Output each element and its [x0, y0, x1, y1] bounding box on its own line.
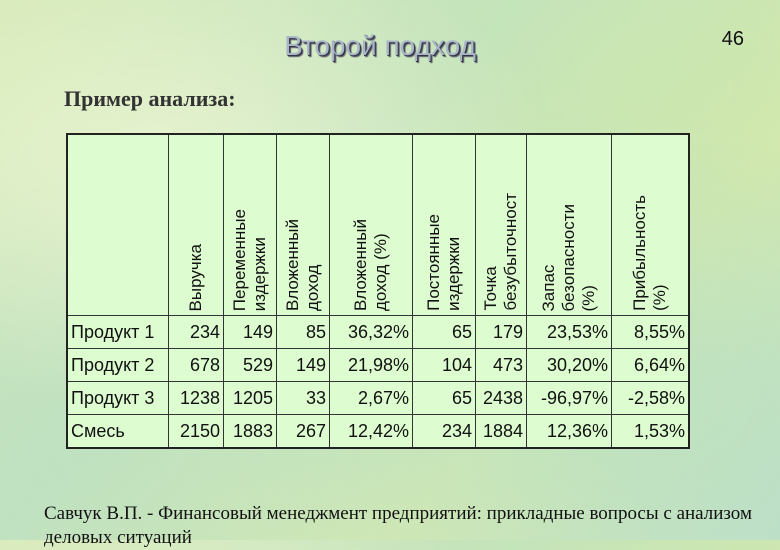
table-cell: 33	[276, 381, 330, 415]
table-cell: 1,53%	[611, 414, 690, 449]
table-cell: 678	[168, 348, 224, 382]
table-cell: 1884	[475, 414, 527, 449]
table-cell: 12,36%	[526, 414, 612, 449]
table-cell: 8,55%	[611, 315, 690, 349]
table-cell: 529	[223, 348, 277, 382]
row-label: Продукт 2	[66, 348, 169, 382]
slide-title: Второй подход	[284, 30, 476, 61]
header-profitability: Прибыльность (%)	[611, 133, 690, 316]
table-cell: 473	[475, 348, 527, 382]
header-row: Выручка Переменные издержки Вложенный до…	[66, 133, 690, 316]
table-cell: 6,64%	[611, 348, 690, 382]
table-cell: 65	[412, 315, 476, 349]
table-cell: 1883	[223, 414, 277, 449]
table-cell: 36,32%	[329, 315, 413, 349]
table-cell: 23,53%	[526, 315, 612, 349]
table-cell: 85	[276, 315, 330, 349]
table-cell: 234	[412, 414, 476, 449]
footer-citation: Савчук В.П. - Финансовый менеджмент пред…	[44, 503, 752, 548]
table-cell: 267	[276, 414, 330, 449]
table-cell: 234	[168, 315, 224, 349]
header-fixed-costs: Постоянные издержки	[412, 133, 476, 316]
table-cell: 149	[276, 348, 330, 382]
header-revenue: Выручка	[168, 133, 224, 316]
header-variable-costs: Переменные издержки	[223, 133, 277, 316]
table-cell: 2,67%	[329, 381, 413, 415]
header-cell-empty	[66, 133, 169, 316]
table-cell: 65	[412, 381, 476, 415]
page-number: 46	[721, 28, 744, 50]
header-contribution: Вложенный доход	[276, 133, 330, 316]
table-cell: -2,58%	[611, 381, 690, 415]
header-contribution-pct: Вложенный доход (%)	[329, 133, 413, 316]
table-cell: 21,98%	[329, 348, 413, 382]
header-breakeven: Точка безубыточност	[475, 133, 527, 316]
table-cell: 179	[475, 315, 527, 349]
row-label: Продукт 3	[66, 381, 169, 415]
table-cell: 30,20%	[526, 348, 612, 382]
table-row: Продукт 3 1238 1205 33 2,67% 65 2438 -96…	[66, 381, 690, 415]
table-row: Продукт 2 678 529 149 21,98% 104 473 30,…	[66, 348, 690, 382]
table-cell: 2438	[475, 381, 527, 415]
table-cell: 12,42%	[329, 414, 413, 449]
table-cell: -96,97%	[526, 381, 612, 415]
row-label: Смесь	[66, 414, 169, 449]
table-cell: 104	[412, 348, 476, 382]
table-cell: 1205	[223, 381, 277, 415]
header-safety-margin: Запас безопасности (%)	[526, 133, 612, 316]
table-cell: 2150	[168, 414, 224, 449]
analysis-table: Выручка Переменные издержки Вложенный до…	[66, 133, 690, 449]
table-cell: 149	[223, 315, 277, 349]
subtitle: Пример анализа:	[64, 86, 236, 111]
table-row: Смесь 2150 1883 267 12,42% 234 1884 12,3…	[66, 414, 690, 449]
row-label: Продукт 1	[66, 315, 169, 349]
table-cell: 1238	[168, 381, 224, 415]
table-row: Продукт 1 234 149 85 36,32% 65 179 23,53…	[66, 315, 690, 349]
